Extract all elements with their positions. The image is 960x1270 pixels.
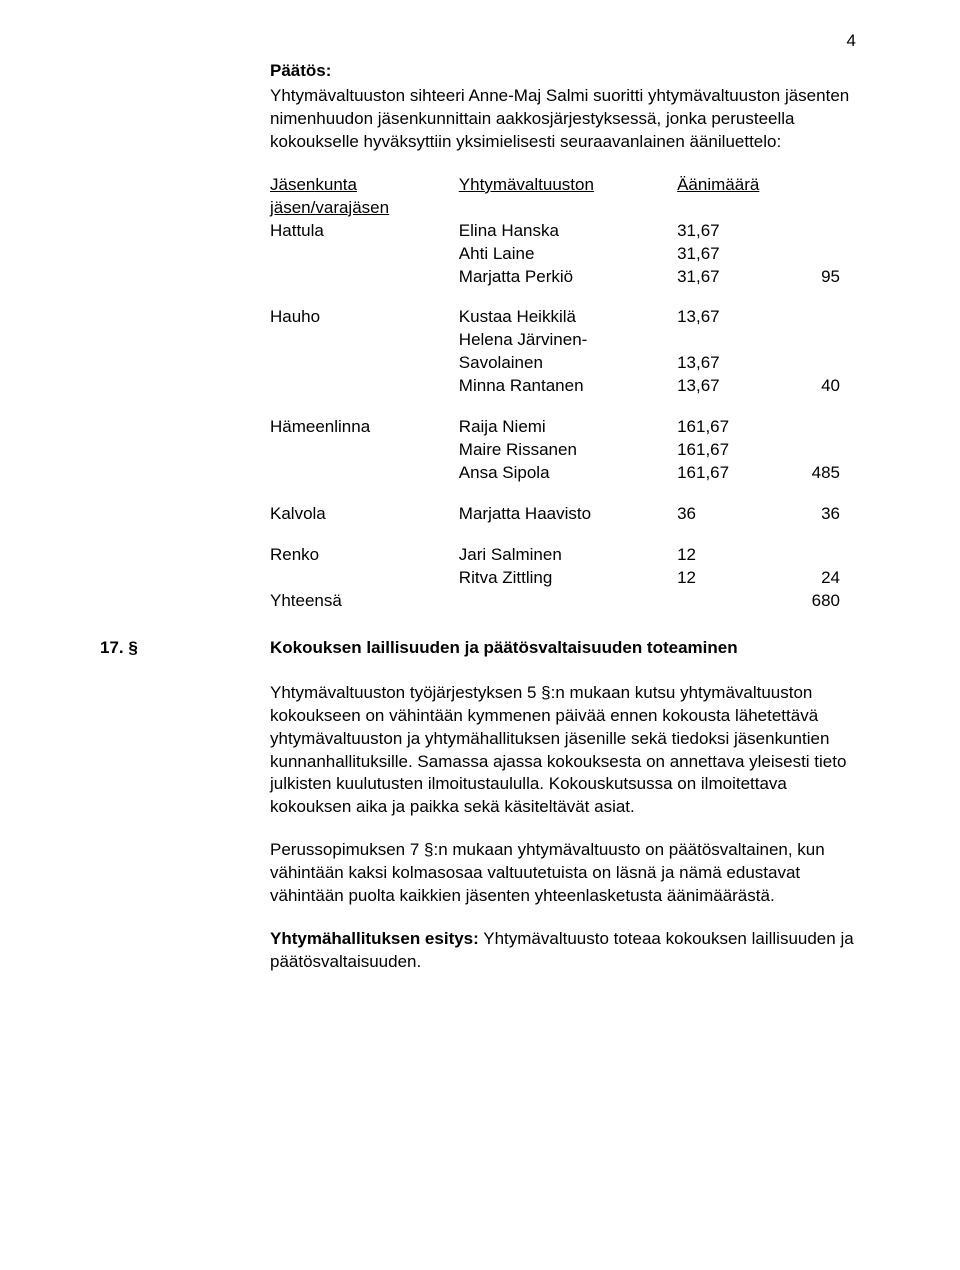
value-cell: 161,67 <box>677 439 771 462</box>
table-row-total: Yhteensä 680 <box>270 590 860 613</box>
table-block-hauho: Hauho Kustaa Heikkilä 13,67 Helena Järvi… <box>270 306 860 398</box>
table-header-col2: Yhtymävaltuuston <box>459 175 594 194</box>
name-cell: Ansa Sipola <box>459 462 677 485</box>
name-cell: Savolainen <box>459 352 677 375</box>
value-cell: 13,67 <box>677 306 771 329</box>
table-block-renko: Renko Jari Salminen 12 Ritva Zittling 12… <box>270 544 860 613</box>
section-para-2: Perussopimuksen 7 §:n mukaan yhtymävaltu… <box>270 839 860 908</box>
intro-paragraph: Yhtymävaltuuston sihteeri Anne-Maj Salmi… <box>270 85 860 154</box>
value-cell: 12 <box>677 544 771 567</box>
total-cell: 24 <box>771 567 860 590</box>
municipality-cell: Hämeenlinna <box>270 416 459 439</box>
name-cell: Marjatta Haavisto <box>459 503 677 526</box>
name-cell: Helena Järvinen- <box>459 329 677 352</box>
table-row: Hattula Elina Hanska 31,67 <box>270 220 860 243</box>
table-row: Minna Rantanen 13,67 40 <box>270 375 860 398</box>
table-row: Helena Järvinen- <box>270 329 860 352</box>
table-row: Hauho Kustaa Heikkilä 13,67 <box>270 306 860 329</box>
name-cell: Ritva Zittling <box>459 567 677 590</box>
value-cell: 31,67 <box>677 220 771 243</box>
table-block-hameenlinna: Hämeenlinna Raija Niemi 161,67 Maire Ris… <box>270 416 860 485</box>
table-row: Ansa Sipola 161,67 485 <box>270 462 860 485</box>
value-cell: 36 <box>677 503 771 526</box>
table-header-col1-l2: jäsen/varajäsen <box>270 198 389 217</box>
section-number: 17. § <box>100 637 270 660</box>
table-header-col3: Äänimäärä <box>677 175 759 194</box>
name-cell: Kustaa Heikkilä <box>459 306 677 329</box>
municipality-cell: Kalvola <box>270 503 459 526</box>
value-cell: 161,67 <box>677 462 771 485</box>
total-cell <box>771 220 860 243</box>
municipality-cell: Hattula <box>270 220 459 243</box>
section-heading-row: 17. § Kokouksen laillisuuden ja päätösva… <box>100 637 860 660</box>
total-cell: 485 <box>771 462 860 485</box>
value-cell: 31,67 <box>677 266 771 289</box>
table-row: Savolainen 13,67 <box>270 352 860 375</box>
table-row: Kalvola Marjatta Haavisto 36 36 <box>270 503 860 526</box>
section-title: Kokouksen laillisuuden ja päätösvaltaisu… <box>270 637 860 660</box>
value-cell: 31,67 <box>677 243 771 266</box>
vote-table: Jäsenkunta Yhtymävaltuuston Äänimäärä jä… <box>270 174 860 613</box>
table-block-kalvola: Kalvola Marjatta Haavisto 36 36 <box>270 503 860 526</box>
table-row: Marjatta Perkiö 31,67 95 <box>270 266 860 289</box>
name-cell: Elina Hanska <box>459 220 677 243</box>
total-cell: 95 <box>771 266 860 289</box>
table-row: Ritva Zittling 12 24 <box>270 567 860 590</box>
table-row: Hämeenlinna Raija Niemi 161,67 <box>270 416 860 439</box>
total-cell: 36 <box>771 503 860 526</box>
municipality-cell: Renko <box>270 544 459 567</box>
table-row: Ahti Laine 31,67 <box>270 243 860 266</box>
proposal-label: Yhtymähallituksen esitys: <box>270 929 479 948</box>
page-number: 4 <box>847 30 856 53</box>
table-header-col1-l1: Jäsenkunta <box>270 175 357 194</box>
name-cell: Raija Niemi <box>459 416 677 439</box>
decision-heading: Päätös: <box>270 60 860 83</box>
total-cell <box>771 243 860 266</box>
proposal-paragraph: Yhtymähallituksen esitys: Yhtymävaltuust… <box>270 928 860 974</box>
value-cell: 161,67 <box>677 416 771 439</box>
name-cell: Ahti Laine <box>459 243 677 266</box>
name-cell: Jari Salminen <box>459 544 677 567</box>
grand-total-cell: 680 <box>771 590 860 613</box>
total-cell: 40 <box>771 375 860 398</box>
table-row: Renko Jari Salminen 12 <box>270 544 860 567</box>
value-cell: 13,67 <box>677 375 771 398</box>
name-cell: Minna Rantanen <box>459 375 677 398</box>
value-cell: 13,67 <box>677 352 771 375</box>
table-header-block: Jäsenkunta Yhtymävaltuuston Äänimäärä jä… <box>270 174 860 289</box>
name-cell: Marjatta Perkiö <box>459 266 677 289</box>
table-row: Maire Rissanen 161,67 <box>270 439 860 462</box>
total-label: Yhteensä <box>270 590 459 613</box>
municipality-cell: Hauho <box>270 306 459 329</box>
value-cell: 12 <box>677 567 771 590</box>
section-para-1: Yhtymävaltuuston työjärjestyksen 5 §:n m… <box>270 682 860 820</box>
name-cell: Maire Rissanen <box>459 439 677 462</box>
